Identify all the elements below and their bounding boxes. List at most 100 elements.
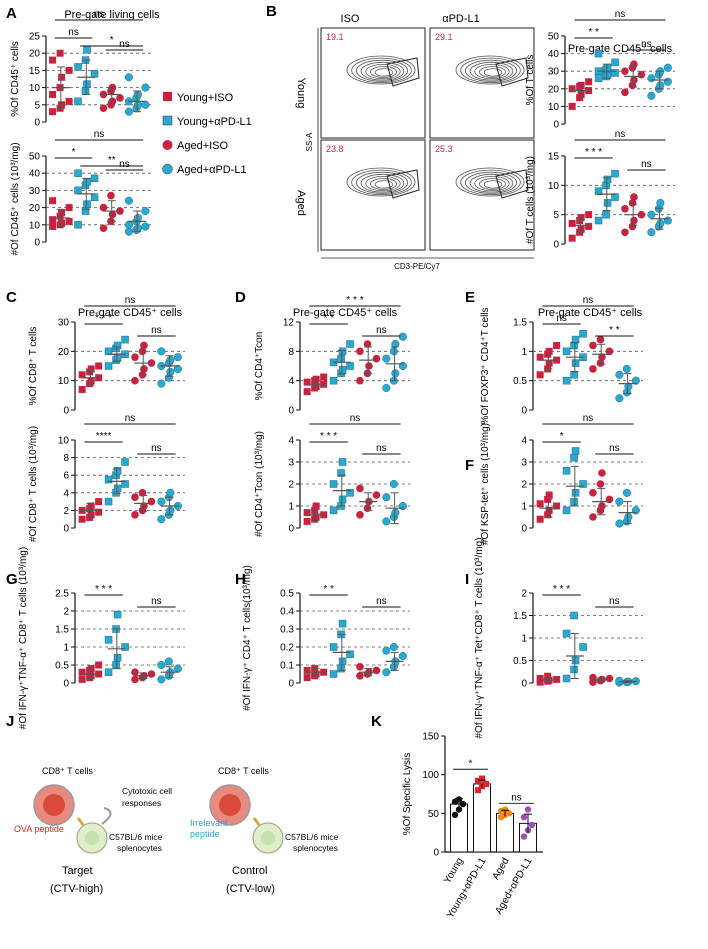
data-point bbox=[568, 219, 576, 227]
flow-gate-percentage: 25.3 bbox=[435, 144, 453, 154]
y-tick-label: 6 bbox=[63, 471, 69, 482]
y-tick-label: 0.4 bbox=[280, 607, 294, 618]
flow-gate-percentage: 29.1 bbox=[435, 32, 453, 42]
data-point bbox=[104, 362, 113, 370]
data-point bbox=[78, 515, 86, 523]
data-point bbox=[621, 205, 629, 213]
data-point bbox=[382, 383, 391, 393]
data-point bbox=[337, 664, 345, 673]
data-point bbox=[391, 369, 400, 378]
chart-d2: 0 1 2 3 4 #Of CD4⁺Tcon (10³/mg) ns * * * ns bbox=[254, 413, 410, 537]
data-point bbox=[382, 517, 391, 526]
data-point bbox=[133, 224, 142, 233]
data-point bbox=[647, 210, 656, 219]
data-point bbox=[164, 657, 173, 666]
data-point bbox=[74, 169, 82, 177]
y-tick-label: 150 bbox=[422, 732, 439, 743]
flow-col-iso: ISO bbox=[341, 13, 360, 25]
data-point bbox=[147, 670, 156, 678]
y-tick-label: 2 bbox=[63, 506, 69, 517]
y-tick-label: 1 bbox=[288, 502, 294, 513]
data-point bbox=[589, 365, 597, 373]
data-point bbox=[124, 227, 133, 236]
cd8-t-cell-nucleus-left bbox=[43, 794, 65, 816]
data-point bbox=[598, 353, 606, 362]
data-point bbox=[536, 675, 544, 682]
y-tick-label: 0 bbox=[553, 240, 559, 251]
data-point bbox=[536, 500, 544, 508]
data-point bbox=[104, 497, 113, 506]
mice-right-label-2: splenocytes bbox=[293, 843, 338, 853]
control-label: Control bbox=[232, 865, 267, 877]
significance-label: ns bbox=[94, 9, 105, 20]
significance-label: ns bbox=[583, 413, 594, 424]
data-point bbox=[663, 77, 672, 86]
data-point bbox=[520, 814, 528, 821]
data-point bbox=[87, 511, 95, 519]
data-point bbox=[124, 73, 133, 82]
data-point bbox=[589, 341, 597, 350]
significance-label: **** bbox=[96, 431, 112, 442]
data-point bbox=[49, 197, 57, 205]
data-point bbox=[113, 610, 122, 619]
panel-letter-b: B bbox=[266, 3, 277, 20]
mice-left-label-2: splenocytes bbox=[117, 843, 162, 853]
y-axis-label: %Of T cells bbox=[525, 55, 536, 106]
arrow-icon bbox=[101, 807, 112, 825]
y-tick-label: 2 bbox=[521, 480, 527, 491]
data-point bbox=[346, 340, 354, 348]
flow-plot-frame bbox=[320, 139, 426, 251]
data-point bbox=[475, 787, 481, 794]
flow-col-apdl1: αPD-L1 bbox=[442, 13, 480, 25]
data-point bbox=[602, 210, 610, 219]
data-point bbox=[58, 73, 66, 81]
data-point bbox=[391, 508, 400, 517]
data-point bbox=[157, 497, 166, 506]
flow-contour bbox=[460, 57, 521, 84]
data-point bbox=[615, 676, 624, 685]
data-point bbox=[312, 670, 320, 678]
data-point bbox=[594, 49, 603, 58]
data-point bbox=[104, 636, 113, 644]
data-point bbox=[121, 480, 129, 488]
data-point bbox=[451, 811, 459, 819]
data-point bbox=[501, 806, 509, 813]
data-point bbox=[346, 362, 354, 370]
data-point bbox=[312, 513, 320, 521]
flow-density-plot: 19.1 bbox=[320, 27, 426, 139]
y-axis-label: %Of CD8⁺ T cells bbox=[28, 327, 39, 406]
data-point bbox=[544, 672, 552, 680]
significance-label: ** bbox=[108, 155, 116, 166]
data-point bbox=[536, 515, 544, 523]
significance-label: ns bbox=[119, 159, 130, 170]
data-point bbox=[303, 517, 311, 525]
y-tick-label: 25 bbox=[29, 32, 41, 43]
data-point bbox=[83, 200, 91, 208]
data-point bbox=[589, 513, 597, 521]
data-point bbox=[329, 376, 338, 385]
flow-contour bbox=[483, 180, 503, 189]
flow-gate bbox=[495, 57, 529, 87]
data-point bbox=[365, 362, 373, 370]
data-point bbox=[579, 480, 587, 488]
data-point bbox=[356, 484, 364, 493]
chart-b1: Pre-gate CD45⁺ cells 0 10 20 30 40 50 %Of T cel… bbox=[525, 9, 675, 131]
data-point bbox=[356, 376, 364, 385]
y-axis-label: #Of KSP-tet⁺ cells (10³/mg) bbox=[480, 423, 491, 545]
chart-f: 0 1 2 3 4 #Of KSP-tet⁺ cells (10³/mg) ns * ns bbox=[480, 413, 643, 545]
data-point bbox=[303, 378, 311, 386]
y-tick-label: 10 bbox=[548, 181, 560, 192]
x-tick-label: Aged bbox=[490, 856, 511, 882]
data-point bbox=[630, 193, 638, 201]
data-point bbox=[113, 341, 122, 350]
cytotoxic-label-1: Cytotoxic cell bbox=[122, 786, 172, 796]
data-point bbox=[603, 199, 612, 207]
data-point bbox=[598, 469, 606, 477]
flow-contour bbox=[469, 173, 514, 193]
data-point bbox=[656, 198, 665, 207]
data-point bbox=[615, 394, 624, 403]
data-point bbox=[124, 107, 133, 116]
data-point bbox=[647, 228, 656, 237]
data-point bbox=[570, 497, 578, 506]
y-axis-label: #Of CD8⁺ T cells (10³/mg) bbox=[28, 426, 39, 542]
